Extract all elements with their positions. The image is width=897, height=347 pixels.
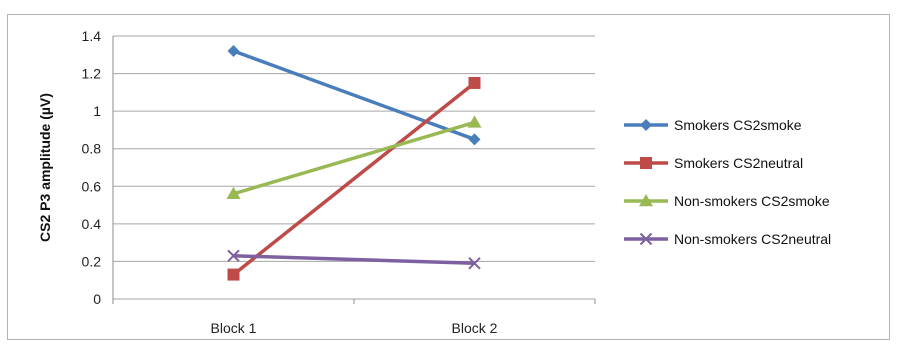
series-line-2	[232, 81, 476, 276]
series-line-4	[233, 254, 475, 266]
y-tick-label: 1	[93, 103, 101, 119]
y-tick-label: 0.2	[82, 253, 102, 269]
series-line-3	[233, 120, 475, 196]
y-tick-label: 1.4	[82, 28, 102, 44]
y-axis-title: CS2 P3 amplitude (µV)	[37, 93, 53, 242]
series-line-1	[232, 49, 476, 141]
data-point-s4-2	[468, 257, 481, 270]
legend-label-3: Non-smokers CS2smoke	[674, 193, 830, 209]
legend-label-2: Smokers CS2neutral	[674, 155, 803, 171]
data-point-s1-2	[468, 133, 481, 146]
data-point-s1-1	[227, 45, 240, 58]
chart-frame	[7, 14, 890, 340]
legend-marker-4	[639, 232, 653, 246]
y-tick-label: 1.2	[82, 66, 102, 82]
y-tick-label: 0	[93, 291, 101, 307]
legend-marker-3	[639, 194, 653, 207]
data-point-s2-2	[468, 76, 481, 89]
legend-marker-2	[640, 157, 652, 169]
y-tick-label: 0.4	[82, 216, 102, 232]
data-point-s4-1	[227, 249, 240, 262]
x-tick-label: Block 1	[211, 320, 257, 336]
legend-marker-1	[640, 119, 652, 131]
data-point-s3-1	[226, 186, 241, 200]
legend-label-1: Smokers CS2smoke	[674, 117, 802, 133]
x-tick-label: Block 2	[452, 320, 498, 336]
data-point-s2-1	[227, 268, 240, 281]
legend-label-4: Non-smokers CS2neutral	[674, 231, 831, 247]
data-point-s3-2	[467, 115, 482, 128]
y-tick-label: 0.8	[82, 141, 102, 157]
y-tick-label: 0.6	[82, 178, 102, 194]
